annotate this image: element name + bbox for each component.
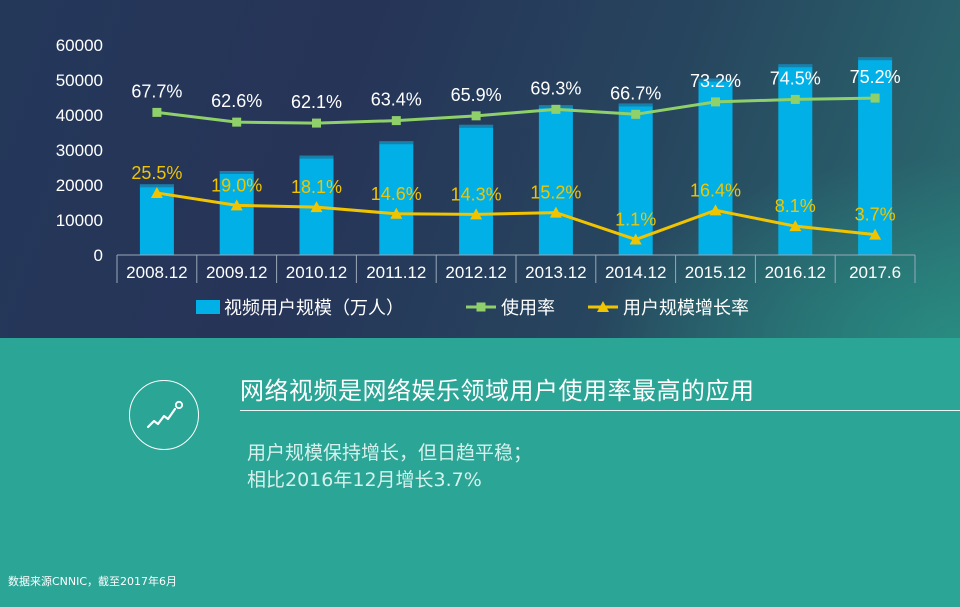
usage-rate-marker [312, 118, 321, 128]
bar [538, 105, 573, 255]
growth-rate-data-label: 16.4% [690, 180, 741, 200]
y-tick-label: 10000 [56, 211, 103, 230]
usage-rate-marker [232, 117, 242, 127]
growth-rate-data-label: 14.6% [371, 184, 422, 204]
headline: 网络视频是网络娱乐领域用户使用率最高的应用 [240, 377, 755, 405]
growth-rate-data-label: 14.3% [451, 184, 502, 204]
legend-label-usage: 使用率 [501, 298, 555, 318]
usage-rate-data-label: 66.7% [610, 83, 661, 103]
growth-rate-marker [470, 208, 483, 220]
usage-rate-data-label: 63.4% [371, 90, 422, 110]
x-tick-label: 2016.12 [765, 263, 826, 282]
combo-chart: 0 10000 20000 30000 40000 50000 60000 2008.12 20… [56, 36, 916, 318]
growth-rate-data-label: 1.1% [615, 210, 656, 230]
growth-rate-data-label: 18.1% [291, 177, 342, 197]
bar [618, 103, 653, 255]
summary-line-2: 相比2016年12月增长3.7% [247, 469, 482, 491]
chart-panel: 0 10000 20000 30000 40000 50000 60000 2008.12 20… [0, 0, 960, 338]
growth-rate-marker [230, 199, 243, 211]
headline-divider [240, 410, 960, 411]
usage-rate-data-label: 65.9% [451, 85, 502, 105]
growth-rate-marker [869, 228, 882, 240]
bar [858, 57, 893, 255]
info-panel: 网络视频是网络娱乐领域用户使用率最高的应用 用户规模保持增长，但日趋平稳； 相比… [0, 338, 960, 607]
bar-top-edge [618, 103, 653, 107]
x-tick-label: 2013.12 [525, 263, 586, 282]
growth-rate-data-label: 8.1% [775, 196, 816, 216]
growth-rate-marker [629, 233, 642, 245]
growth-rate-marker [150, 186, 163, 198]
source-note: 数据来源CNNIC，截至2017年6月 [8, 575, 178, 588]
usage-rate-marker [711, 97, 720, 107]
bar [219, 171, 254, 255]
y-tick-label: 30000 [56, 141, 103, 160]
bar-top-edge [379, 141, 414, 145]
growth-rate-marker [390, 207, 403, 219]
legend-swatch-bars [196, 300, 220, 314]
usage-rate-data-label: 62.1% [291, 92, 342, 112]
growth-rate-data-label: 25.5% [131, 163, 182, 183]
usage-rate-marker [790, 94, 800, 104]
usage-rate-data-label: 69.3% [530, 78, 581, 98]
usage-rate-data-label: 67.7% [131, 81, 182, 101]
growth-rate-data-label: 15.2% [530, 183, 581, 203]
x-tick-label: 2011.12 [366, 263, 426, 282]
bar-top-edge [858, 57, 893, 61]
growth-rate-data-label: 3.7% [855, 205, 896, 225]
usage-rate-marker [631, 109, 641, 119]
summary-line-1: 用户规模保持增长，但日趋平稳； [247, 442, 533, 464]
bar-top-edge [459, 124, 494, 128]
growth-rate-marker [310, 201, 323, 213]
legend-label-growth: 用户规模增长率 [623, 298, 749, 318]
usage-rate-line [156, 96, 876, 125]
growth-rate-data-label: 19.0% [211, 175, 262, 195]
x-tick-label: 2010.12 [286, 263, 347, 282]
usage-rate-marker [391, 116, 401, 126]
usage-rate-data-label: 75.2% [850, 67, 901, 87]
growth-rate-marker [709, 204, 722, 216]
growth-rate-marker [789, 220, 802, 232]
y-tick-label: 60000 [56, 36, 103, 55]
x-tick-label: 2015.12 [685, 263, 746, 282]
y-tick-label: 50000 [56, 71, 103, 90]
trend-line-icon [129, 380, 199, 450]
x-tick-label: 2017.6 [849, 263, 901, 282]
usage-rate-data-label: 73.2% [690, 71, 741, 91]
usage-rate-marker [471, 111, 481, 121]
x-tick-label: 2009.12 [206, 263, 267, 282]
bar-top-edge [299, 155, 334, 159]
x-tick-label: 2008.12 [126, 263, 187, 282]
bar [459, 124, 494, 255]
bar-top-edge [139, 184, 174, 188]
bar [698, 78, 733, 255]
legend-swatch-usage-marker [476, 302, 486, 312]
growth-rate-line [156, 191, 876, 242]
y-tick-label: 40000 [56, 106, 103, 125]
legend-swatch-growth-marker [597, 301, 609, 312]
bar-top-edge [698, 78, 733, 82]
x-tick-label: 2014.12 [605, 263, 666, 282]
x-tick-label: 2012.12 [445, 263, 506, 282]
usage-rate-marker [870, 93, 880, 103]
legend-label-bars: 视频用户规模（万人） [224, 298, 404, 318]
growth-rate-marker [549, 206, 562, 218]
usage-rate-marker [152, 107, 162, 117]
y-tick-label: 20000 [56, 176, 103, 195]
y-tick-label: 0 [94, 246, 103, 265]
usage-rate-marker [551, 104, 561, 114]
summary-text: 用户规模保持增长，但日趋平稳； 相比2016年12月增长3.7% [247, 440, 532, 494]
usage-rate-data-label: 62.6% [211, 91, 262, 111]
bar [379, 141, 414, 255]
bar-top-edge [778, 64, 813, 68]
bar-top-edge [219, 171, 254, 174]
usage-rate-data-label: 74.5% [770, 68, 821, 88]
